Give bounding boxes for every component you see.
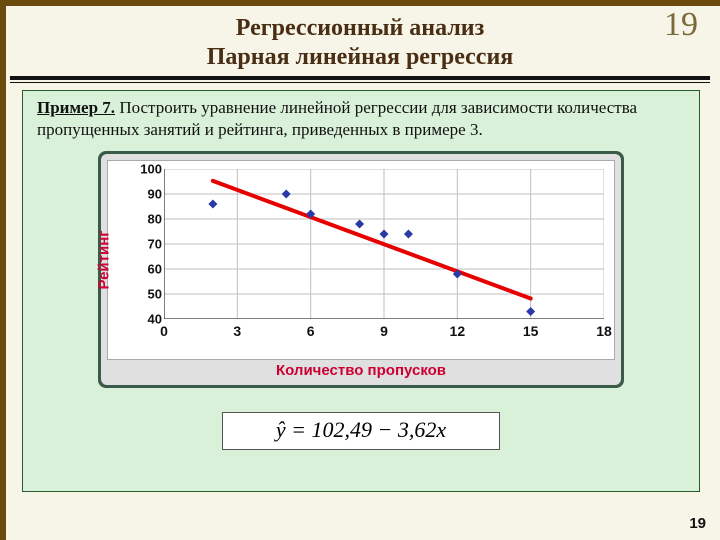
page-number: 19 xyxy=(689,515,706,532)
chart-ylabel: Рейтинг xyxy=(96,231,113,290)
title-line-2: Парная линейная регрессия xyxy=(0,43,720,72)
example-body: Построить уравнение линейной регрессии д… xyxy=(37,98,637,139)
regression-equation: ŷ = 102,49 − 3,62x xyxy=(222,412,500,450)
page-title: Регрессионный анализ Парная линейная рег… xyxy=(0,14,720,72)
content-panel: Пример 7. Построить уравнение линейной р… xyxy=(22,90,700,492)
regression-chart: Рейтинг 405060708090100 0369121518 Колич… xyxy=(98,151,624,388)
example-label: Пример 7. xyxy=(37,98,115,117)
title-line-1: Регрессионный анализ xyxy=(0,14,720,43)
chart-xlabel: Количество пропусков xyxy=(107,360,615,381)
example-text: Пример 7. Построить уравнение линейной р… xyxy=(23,91,699,147)
